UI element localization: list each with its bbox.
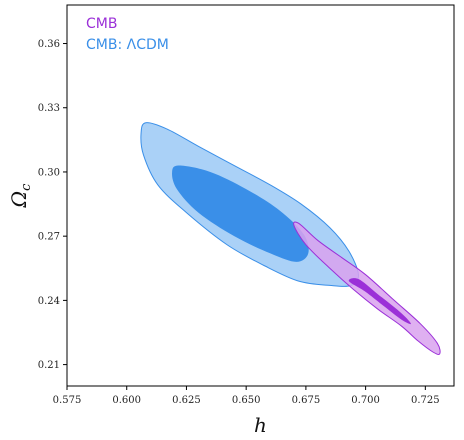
contours	[140, 122, 441, 355]
series-0-contours	[293, 221, 441, 355]
x-tick-label: 0.675	[292, 395, 321, 406]
x-tick-label: 0.575	[53, 395, 82, 406]
plot-area	[140, 122, 441, 355]
y-tick-label: 0.33	[38, 103, 60, 114]
x-tick-label: 0.650	[232, 395, 261, 406]
x-axis-label: h	[254, 413, 267, 437]
legend-entry-0: CMB	[86, 16, 117, 32]
y-tick-label: 0.36	[38, 39, 60, 50]
x-tick-label: 0.700	[351, 395, 380, 406]
series-0-inner-contour	[348, 278, 411, 325]
x-tick-label: 0.625	[172, 395, 201, 406]
y-axis-label-subscript: c	[19, 183, 34, 191]
legend-entry-1: CMB: ΛCDM	[86, 37, 169, 53]
x-tick-label: 0.725	[411, 395, 440, 406]
y-axis-label: Ωc	[7, 183, 34, 209]
y-tick-label: 0.30	[38, 167, 60, 178]
y-tick-label: 0.21	[38, 360, 60, 371]
y-axis: 0.21 0.24 0.27 0.30 0.33 0.36	[38, 39, 67, 371]
x-tick-label: 0.600	[112, 395, 141, 406]
x-axis: 0.575 0.600 0.625 0.650 0.675 0.700 0.725	[53, 386, 440, 406]
series-1-inner-contour	[172, 165, 309, 262]
y-axis-label-symbol: Ω	[7, 191, 31, 209]
y-tick-label: 0.24	[38, 296, 60, 307]
y-tick-label: 0.27	[38, 232, 60, 243]
legend: CMB CMB: ΛCDM	[86, 16, 169, 53]
plot-frame	[66, 4, 455, 387]
